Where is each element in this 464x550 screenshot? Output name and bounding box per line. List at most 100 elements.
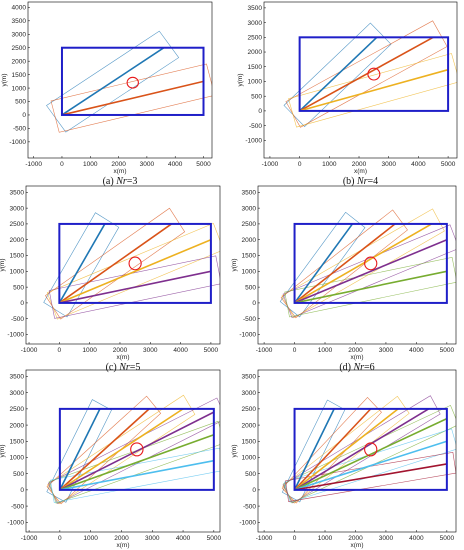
y-tick-label: 4000	[12, 5, 27, 12]
beam-centerline-6	[59, 459, 214, 491]
x-tick-label: 1000	[322, 161, 337, 168]
target-circle	[364, 442, 378, 457]
beam-footprint-4	[47, 397, 220, 505]
x-tick-label: 0	[298, 161, 302, 168]
y-tick-label: 500	[13, 471, 24, 478]
y-tick-label: -1000	[9, 139, 26, 146]
plot-area	[46, 30, 212, 133]
y-tick-label: 500	[245, 471, 256, 478]
x-tick-label: 0	[58, 347, 62, 354]
beam-centerline-1	[293, 408, 335, 491]
y-tick-label: 1500	[10, 253, 25, 260]
x-tick-label: 4000	[173, 347, 188, 354]
panel-caption-value: =6	[364, 362, 375, 373]
y-tick-label: 500	[13, 284, 24, 291]
x-tick-label: 4000	[409, 535, 424, 542]
region-rectangle	[58, 407, 215, 491]
beam-footprint-3	[282, 395, 410, 504]
y-tick-label: 1000	[248, 79, 263, 86]
y-axis-label: y(m)	[231, 259, 238, 272]
beam-centerline-1	[293, 223, 354, 304]
beam-footprint-5	[283, 404, 456, 504]
y-tick-label: 2500	[10, 406, 25, 413]
chart-panel-4: -1000 0 1000 2000 3000 4000 5000 -1000 -500 0 500 1…	[231, 185, 457, 373]
x-tick-label: 2000	[348, 347, 363, 354]
beam-footprint-3	[46, 223, 220, 320]
y-tick-label: 2000	[242, 237, 257, 244]
region-rectangle	[293, 407, 448, 491]
beam-centerline-5	[294, 417, 448, 491]
beam-centerline-2	[293, 408, 372, 491]
beam-footprint-3	[288, 53, 457, 128]
y-tick-label: 2000	[10, 422, 25, 429]
beam-centerline-4	[59, 411, 215, 491]
y-tick-label: 3500	[12, 18, 27, 25]
y-tick-label: 3500	[242, 374, 257, 381]
beam-centerline-2	[294, 223, 396, 304]
x-tick-label: 2000	[114, 535, 129, 542]
x-tick-label: 3000	[379, 535, 394, 542]
y-tick-label: 3000	[10, 205, 25, 212]
y-tick-label: 2000	[248, 49, 263, 56]
y-tick-label: 1500	[248, 64, 263, 71]
beam-footprint-5	[284, 256, 456, 318]
y-tick-label: 2500	[12, 45, 27, 52]
y-tick-label: 0	[20, 300, 24, 307]
axes-frame	[25, 369, 221, 533]
beam-footprint-2	[44, 207, 186, 320]
y-axis-label: y(m)	[0, 445, 6, 458]
x-tick-label: 4000	[411, 161, 426, 168]
y-tick-label: -500	[243, 503, 256, 510]
y-tick-label: 3500	[10, 374, 25, 381]
y-axis-label: y(m)	[0, 259, 6, 272]
x-axis-label: x(m)	[117, 542, 130, 549]
plot-area	[46, 394, 220, 505]
beam-footprint-2	[281, 396, 382, 504]
beam-centerline-2	[299, 36, 434, 112]
y-tick-label: 1000	[10, 455, 25, 462]
y-tick-label: 2000	[12, 58, 27, 65]
axes-frame	[25, 185, 221, 345]
y-tick-label: 1000	[242, 455, 257, 462]
x-axis-label: x(m)	[117, 354, 130, 361]
chart-panel-1: -1000 0 1000 2000 3000 4000 5000 -1000 -500 0 500 1…	[1, 1, 213, 187]
target-circle	[130, 442, 144, 457]
y-tick-label: 1500	[242, 253, 257, 260]
beam-centerline-4	[59, 270, 212, 304]
panel-caption-label: (b)	[343, 176, 357, 187]
beam-footprint-7	[285, 451, 456, 502]
y-tick-label: -500	[11, 503, 24, 510]
chart-panel-2: -1000 0 1000 2000 3000 4000 5000 -1000 -500 0 500 1…	[237, 1, 458, 187]
beam-footprint-1	[46, 399, 112, 503]
y-tick-label: 2500	[242, 221, 257, 228]
panel-caption-variable: Nr	[356, 176, 368, 187]
region-rectangle	[298, 36, 450, 112]
panel-caption: (d) Nr=6	[339, 362, 374, 373]
chart-panel-5: -1000 0 1000 2000 3000 4000 5000 -1000 -500 0 500 1…	[0, 369, 221, 549]
y-axis-label: y(m)	[237, 74, 244, 87]
panel-caption-variable: Nr	[115, 176, 127, 187]
x-tick-label: 4000	[176, 535, 191, 542]
beam-centerline-2	[61, 80, 204, 116]
beam-centerline-3	[294, 408, 399, 491]
y-tick-label: -500	[249, 123, 262, 130]
beam-centerline-3	[59, 408, 184, 491]
x-tick-label: -1000	[262, 161, 279, 168]
y-tick-label: 3000	[242, 205, 257, 212]
y-tick-label: 1500	[242, 438, 257, 445]
target-circle	[364, 256, 378, 271]
x-tick-label: -1000	[25, 161, 42, 168]
axes-frame	[27, 1, 213, 159]
y-tick-label: -500	[11, 316, 24, 323]
beam-footprint-4	[282, 395, 441, 504]
beam-centerline-7	[294, 463, 447, 491]
x-axis-label: x(m)	[351, 542, 364, 549]
beam-centerline-2	[59, 408, 150, 491]
y-tick-label: 0	[258, 108, 262, 115]
x-tick-label: 2000	[113, 347, 128, 354]
panel-caption-value: =4	[368, 176, 379, 187]
x-tick-label: 1000	[83, 535, 98, 542]
beam-footprint-4	[282, 224, 456, 318]
y-tick-label: 1500	[12, 72, 27, 79]
